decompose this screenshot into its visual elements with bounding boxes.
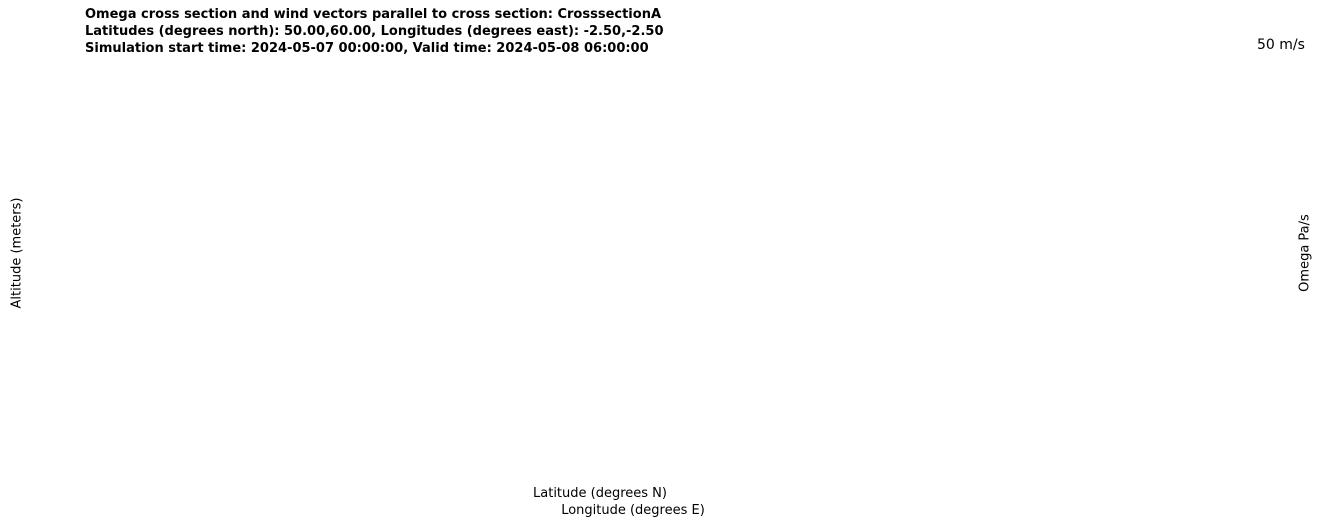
quiver-key-label: 50 m/s <box>1257 37 1305 53</box>
y-axis-label: Altitude (meters) <box>9 197 25 309</box>
chart-title-line3: Simulation start time: 2024-05-07 00:00:… <box>85 41 649 56</box>
colorbar-label: Omega Pa/s <box>1297 214 1313 292</box>
x-axis-label-longitude: Longitude (degrees E) <box>561 503 705 518</box>
chart-title-line2: Latitudes (degrees north): 50.00,60.00, … <box>85 24 664 39</box>
x-axis-label-latitude: Latitude (degrees N) <box>533 486 667 501</box>
chart-title-line1: Omega cross section and wind vectors par… <box>85 7 662 22</box>
